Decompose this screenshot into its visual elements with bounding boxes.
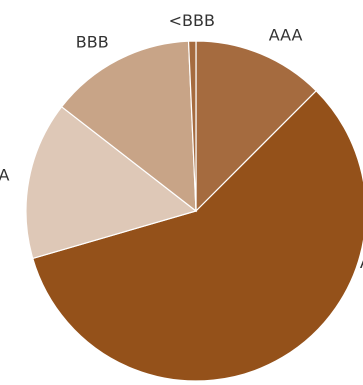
pie-slice-label-2: AA xyxy=(360,253,363,272)
pie-slice-3 xyxy=(25,105,198,260)
pie-slice-label-1: AAA xyxy=(269,26,303,45)
pie-labels: AAAAAABBB<BBB xyxy=(0,11,363,272)
pie-slice-label-3: A xyxy=(0,165,9,184)
pie-slice-2 xyxy=(32,89,363,382)
pie-slice-1 xyxy=(195,40,318,213)
pie-slice-label-4: BBB xyxy=(76,32,109,51)
pie-slice-4 xyxy=(60,40,197,213)
pie-slice-label-5: <BBB xyxy=(169,11,215,30)
pie-slice-5 xyxy=(187,40,197,212)
pie-slices xyxy=(25,40,363,382)
